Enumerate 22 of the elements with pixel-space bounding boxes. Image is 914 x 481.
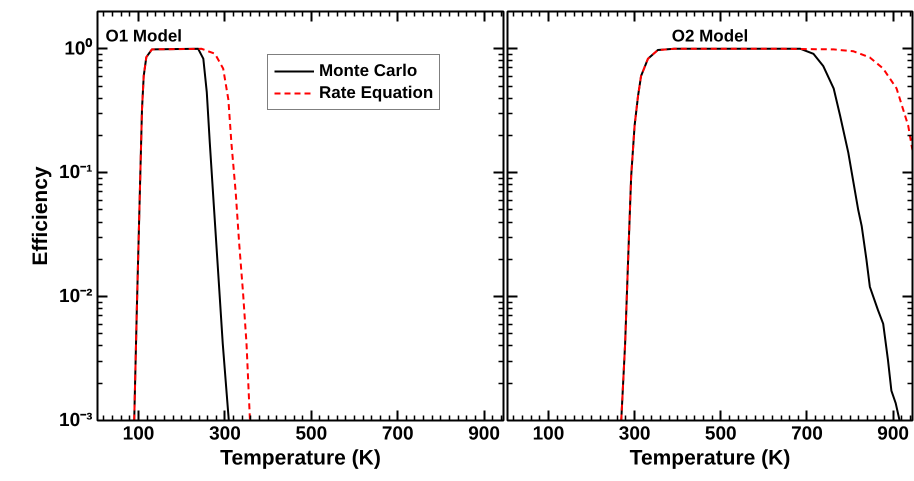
y-tick-label: 10⁻¹: [59, 162, 93, 184]
y-tick-label: 10⁻²: [59, 286, 93, 308]
legend-label: Rate Equation: [319, 83, 434, 103]
text: O1 Model: [106, 26, 182, 46]
x-tick-label: 900: [468, 424, 500, 444]
x-tick-label: 300: [209, 424, 241, 444]
y-tick-label: 10⁰: [64, 37, 93, 60]
x-tick-label: 900: [877, 424, 909, 444]
line-series: [133, 48, 251, 420]
x-tick-label: 500: [704, 424, 737, 444]
x-axis-title: Temperature (K): [630, 446, 790, 470]
x-tick-label: 100: [122, 424, 154, 444]
x-tick-label: 700: [382, 424, 414, 444]
y-axis-title: Efficiency: [29, 166, 52, 266]
x-axis-title: Temperature (K): [220, 446, 381, 470]
text: O2 Model: [672, 26, 748, 46]
x-tick-label: 700: [791, 424, 823, 444]
x-tick-label: 300: [618, 424, 650, 444]
y-tick-label: 10⁻³: [59, 410, 93, 431]
legend-label: Monte Carlo: [319, 61, 418, 81]
x-tick-label: 100: [532, 424, 564, 444]
x-tick-label: 500: [295, 424, 328, 444]
